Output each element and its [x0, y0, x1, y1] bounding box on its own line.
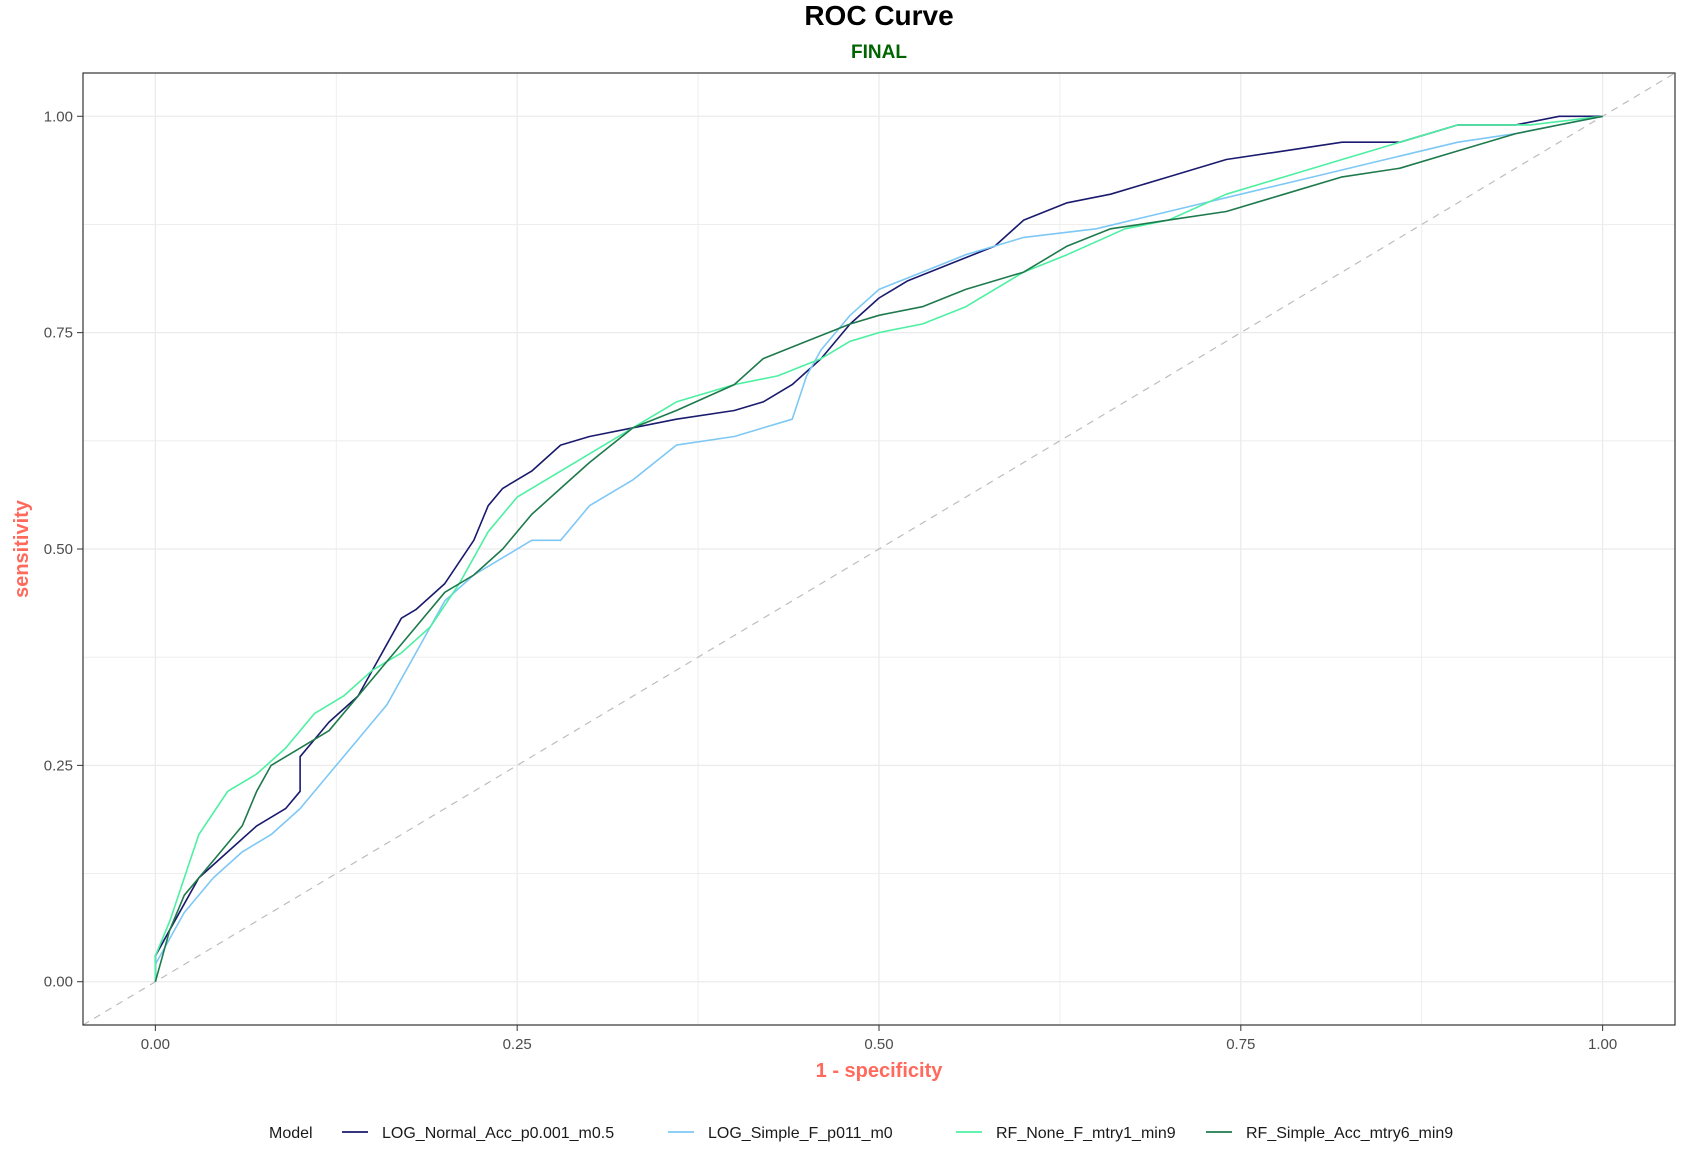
chart-title: ROC Curve — [804, 0, 953, 31]
y-tick-label: 0.25 — [44, 757, 73, 774]
legend-label-1: LOG_Simple_F_p011_m0 — [708, 1125, 893, 1142]
series-line-0 — [154, 115, 1603, 982]
series-line-2 — [154, 115, 1603, 982]
legend-label-0: LOG_Normal_Acc_p0.001_m0.5 — [382, 1125, 614, 1142]
chart-subtitle: FINAL — [851, 42, 907, 63]
roc-series — [154, 115, 1603, 982]
x-tick-label: 0.00 — [141, 1036, 170, 1053]
y-tick-label: 0.50 — [44, 541, 73, 558]
series-line-3 — [154, 115, 1603, 982]
y-axis: 0.00 0.25 0.50 0.75 1.00 — [44, 108, 83, 991]
y-tick-label: 0.75 — [44, 325, 73, 342]
y-tick-label: 1.00 — [44, 108, 73, 125]
x-axis: 0.00 0.25 0.50 0.75 1.00 — [141, 1025, 1617, 1053]
x-tick-label: 0.75 — [1226, 1036, 1255, 1053]
legend: Model LOG_Normal_Acc_p0.001_m0.5 LOG_Simp… — [269, 1125, 1453, 1142]
y-tick-label: 0.00 — [44, 974, 73, 991]
x-tick-label: 0.50 — [864, 1036, 893, 1053]
legend-label-3: RF_Simple_Acc_mtry6_min9 — [1246, 1125, 1453, 1142]
reference-diagonal — [82, 72, 1676, 1026]
legend-label-2: RF_None_F_mtry1_min9 — [996, 1125, 1176, 1142]
x-tick-label: 0.25 — [503, 1036, 532, 1053]
y-axis-title: sensitivity — [11, 499, 33, 598]
x-tick-label: 1.00 — [1588, 1036, 1617, 1053]
series-line-1 — [154, 115, 1603, 982]
legend-title: Model — [269, 1125, 313, 1142]
x-axis-title: 1 - specificity — [816, 1060, 944, 1082]
